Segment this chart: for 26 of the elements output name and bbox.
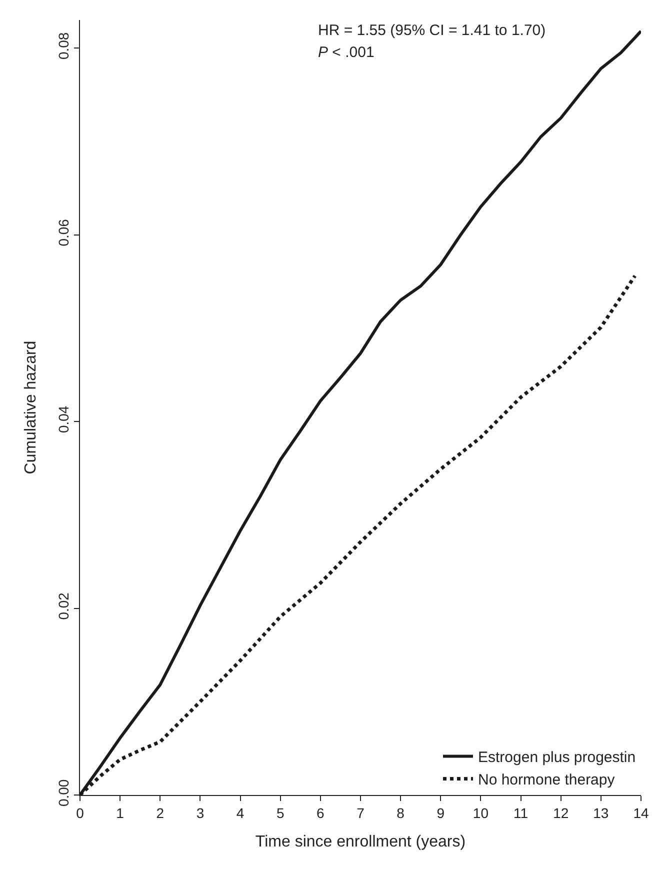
annotation: P < .001 xyxy=(318,44,374,61)
x-tick-label: 9 xyxy=(436,804,445,821)
y-tick-label: 0.02 xyxy=(55,592,72,620)
legend-label: No hormone therapy xyxy=(478,772,616,789)
legend-label: Estrogen plus progestin xyxy=(478,749,636,766)
x-axis-title: Time since enrollment (years) xyxy=(255,834,466,850)
x-tick-label: 2 xyxy=(156,804,164,821)
x-tick-label: 11 xyxy=(514,804,528,821)
x-tick-label: 1 xyxy=(116,804,124,821)
x-tick-label: 7 xyxy=(356,804,365,821)
y-tick-label: 0.04 xyxy=(55,406,72,434)
y-axis-title: Cumulative hazard xyxy=(22,340,40,474)
x-tick-label: 10 xyxy=(472,804,489,821)
x-tick-label: 12 xyxy=(553,804,569,821)
x-tick-label: 5 xyxy=(276,804,284,821)
annotation: HR = 1.55 (95% CI = 1.41 to 1.70) xyxy=(318,22,546,39)
x-tick-label: 6 xyxy=(316,804,325,821)
y-tick-label: 0.00 xyxy=(55,779,72,807)
x-tick-label: 3 xyxy=(196,804,204,821)
y-tick-label: 0.08 xyxy=(55,32,72,60)
x-tick-label: 14 xyxy=(633,804,649,821)
x-tick-label: 0 xyxy=(76,804,84,821)
x-tick-label: 4 xyxy=(236,804,244,821)
x-tick-label: 8 xyxy=(396,804,405,821)
y-tick-label: 0.06 xyxy=(55,218,72,246)
x-tick-label: 13 xyxy=(593,804,609,821)
